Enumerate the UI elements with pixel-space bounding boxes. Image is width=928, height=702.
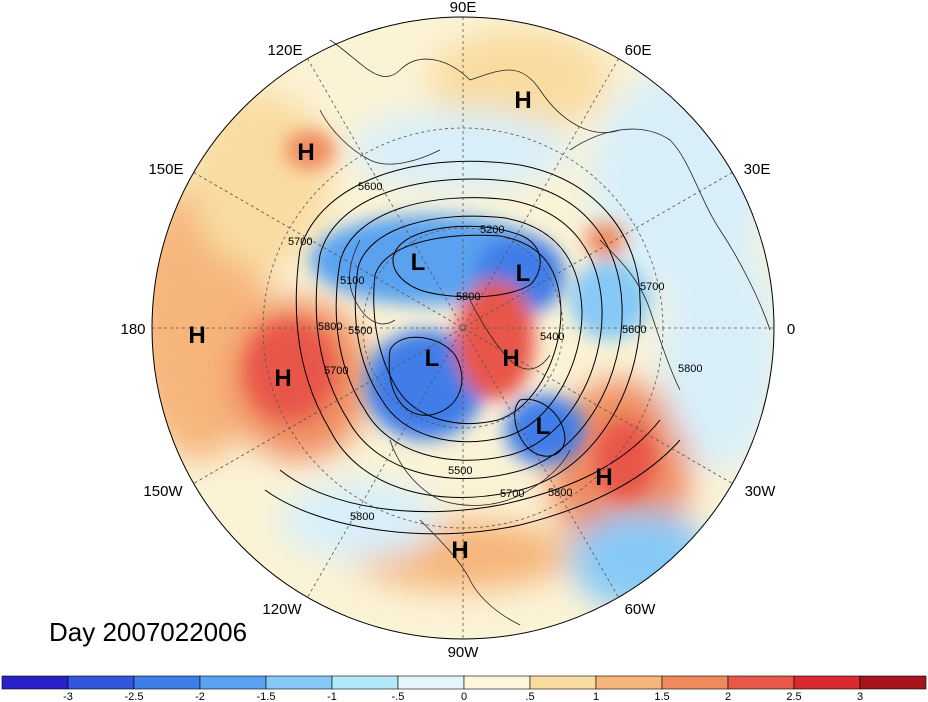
- colorbar-swatch: [397, 675, 465, 690]
- colorbar-tick-label: .5: [525, 691, 534, 702]
- colorbar-swatch: [661, 675, 729, 690]
- high-marker: H: [297, 139, 314, 166]
- lon-label-90w: 90W: [448, 644, 480, 661]
- contour-label: 5200: [480, 224, 504, 236]
- low-marker: L: [425, 345, 440, 372]
- coastlines: [319, 39, 771, 626]
- colorbar-swatch: [199, 675, 267, 690]
- lon-label-60e: 60E: [625, 42, 652, 59]
- lon-label-30e: 30E: [744, 161, 771, 178]
- lon-label-90e: 90E: [450, 0, 477, 16]
- pressure-system-markers: H H L L L L H H H H H H: [188, 87, 612, 564]
- colorbar-tick-label: 2: [725, 691, 731, 702]
- longitude-labels: 90E 60E 30E 0 30W 60W 90W 120W 150W 180 …: [120, 0, 795, 661]
- low-marker: L: [516, 260, 531, 287]
- high-marker: H: [451, 537, 468, 564]
- colorbar-tick-label: -2.5: [125, 691, 144, 702]
- colorbar-tick-label: -1: [327, 691, 337, 702]
- contour-label: 5600: [622, 324, 646, 336]
- high-marker: H: [595, 464, 612, 491]
- high-marker: H: [514, 87, 531, 114]
- low-marker: L: [411, 249, 426, 276]
- colorbar-tick-label: 3: [857, 691, 863, 702]
- colorbar-swatch: [463, 675, 531, 690]
- colorbar-swatch: [133, 675, 201, 690]
- colorbar-tick-label: -2: [195, 691, 205, 702]
- colorbar-tick-label: 2.5: [786, 691, 801, 702]
- lon-label-30w: 30W: [745, 483, 777, 500]
- map-boundary: [151, 16, 775, 640]
- contour-label: 5600: [358, 181, 382, 193]
- colorbar-swatch: [1, 675, 69, 690]
- lon-label-150e: 150E: [148, 161, 183, 178]
- high-marker: H: [188, 322, 205, 349]
- colorbar-swatch: [529, 675, 597, 690]
- day-label: Day 2007022006: [49, 617, 248, 647]
- graticule: [152, 17, 774, 639]
- contour-label: 5400: [540, 331, 564, 343]
- high-marker: H: [274, 365, 291, 392]
- colorbar-tick-label: -1.5: [257, 691, 276, 702]
- contour-label: 5800: [350, 511, 374, 523]
- contour-label: 5700: [324, 365, 348, 377]
- colorbar-tick-label: -3: [63, 691, 73, 702]
- colorbar-swatch: [793, 675, 861, 690]
- colorbar-tick-label: -.5: [392, 691, 405, 702]
- colorbar-swatch: [331, 675, 399, 690]
- colorbar: -3 -2.5 -2 -1.5 -1 -.5 0 .5 1 1.5 2 2.5 3: [1, 675, 927, 702]
- contour-label: 5700: [500, 488, 524, 500]
- lon-label-180: 180: [120, 321, 145, 338]
- colorbar-tick-label: 0: [461, 691, 467, 702]
- contour-label: 5800: [318, 321, 342, 333]
- colorbar-swatch: [67, 675, 135, 690]
- contour-label: 5700: [288, 236, 312, 248]
- colorbar-tick-label: 1: [593, 691, 599, 702]
- colorbar-tick-label: 1.5: [654, 691, 669, 702]
- colorbar-swatch: [265, 675, 333, 690]
- colorbar-swatch: [727, 675, 795, 690]
- contour-label: 5100: [340, 275, 364, 287]
- contour-labels: 5200 5600 5700 5100 5500 5800 5700 5500 …: [288, 181, 702, 523]
- lon-label-0: 0: [787, 321, 795, 338]
- colorbar-swatch: [595, 675, 663, 690]
- contour-label: 5700: [640, 281, 664, 293]
- contour-label: 5800: [456, 291, 480, 303]
- low-marker: L: [536, 413, 551, 440]
- high-marker: H: [502, 345, 519, 372]
- contour-label: 5800: [548, 487, 572, 499]
- contour-label: 5500: [348, 325, 372, 337]
- height-contours: [264, 160, 681, 535]
- lon-label-120w: 120W: [262, 601, 302, 618]
- lon-label-120e: 120E: [267, 42, 302, 59]
- contour-label: 5500: [448, 465, 472, 477]
- lon-label-60w: 60W: [625, 601, 657, 618]
- lon-label-150w: 150W: [143, 483, 183, 500]
- contour-label: 5800: [678, 363, 702, 375]
- colorbar-swatch: [859, 675, 927, 690]
